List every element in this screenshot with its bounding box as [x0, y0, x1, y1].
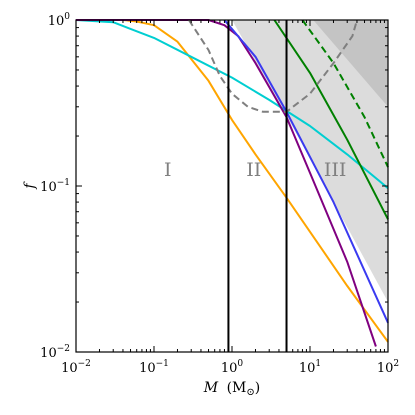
axis-ticks: 10−2 10−1 100 101 102 10−2 10−1 100 [40, 12, 399, 376]
y-tick-label: 10−1 [40, 178, 70, 195]
series-line-3 [76, 19, 377, 347]
region-label-1: I [164, 159, 172, 181]
x-axis-unit-open: (M [227, 380, 247, 396]
series-line-2 [75, 19, 389, 189]
series-lines [75, 19, 389, 347]
series-line-5 [273, 19, 389, 220]
series-line-6 [301, 19, 389, 168]
region-boundaries [227, 20, 288, 352]
x-tick-label: 102 [377, 359, 399, 376]
region-label-2: II [246, 159, 261, 181]
y-axis-title: f [22, 181, 38, 190]
y-tick-label: 10−2 [40, 344, 70, 361]
shaded-region-2 [313, 20, 388, 107]
x-axis-title: M (M⊙) [203, 380, 260, 398]
shaded-regions [232, 20, 388, 303]
x-tick-label: 101 [299, 359, 321, 376]
y-tick-label: 100 [48, 12, 71, 29]
series-line-1 [76, 19, 389, 343]
x-tick-label: 100 [221, 359, 244, 376]
region-label-3: III [324, 159, 347, 181]
x-axis-unit-close: ) [255, 380, 260, 396]
series-line-7 [188, 19, 358, 113]
x-tick-label: 10−1 [139, 359, 169, 376]
x-axis-unit-sub: ⊙ [246, 387, 254, 398]
shaded-region-1 [232, 20, 388, 303]
region-labels: I II III [164, 159, 346, 181]
x-axis-symbol: M [203, 380, 219, 396]
x-tick-label: 10−2 [61, 359, 91, 376]
